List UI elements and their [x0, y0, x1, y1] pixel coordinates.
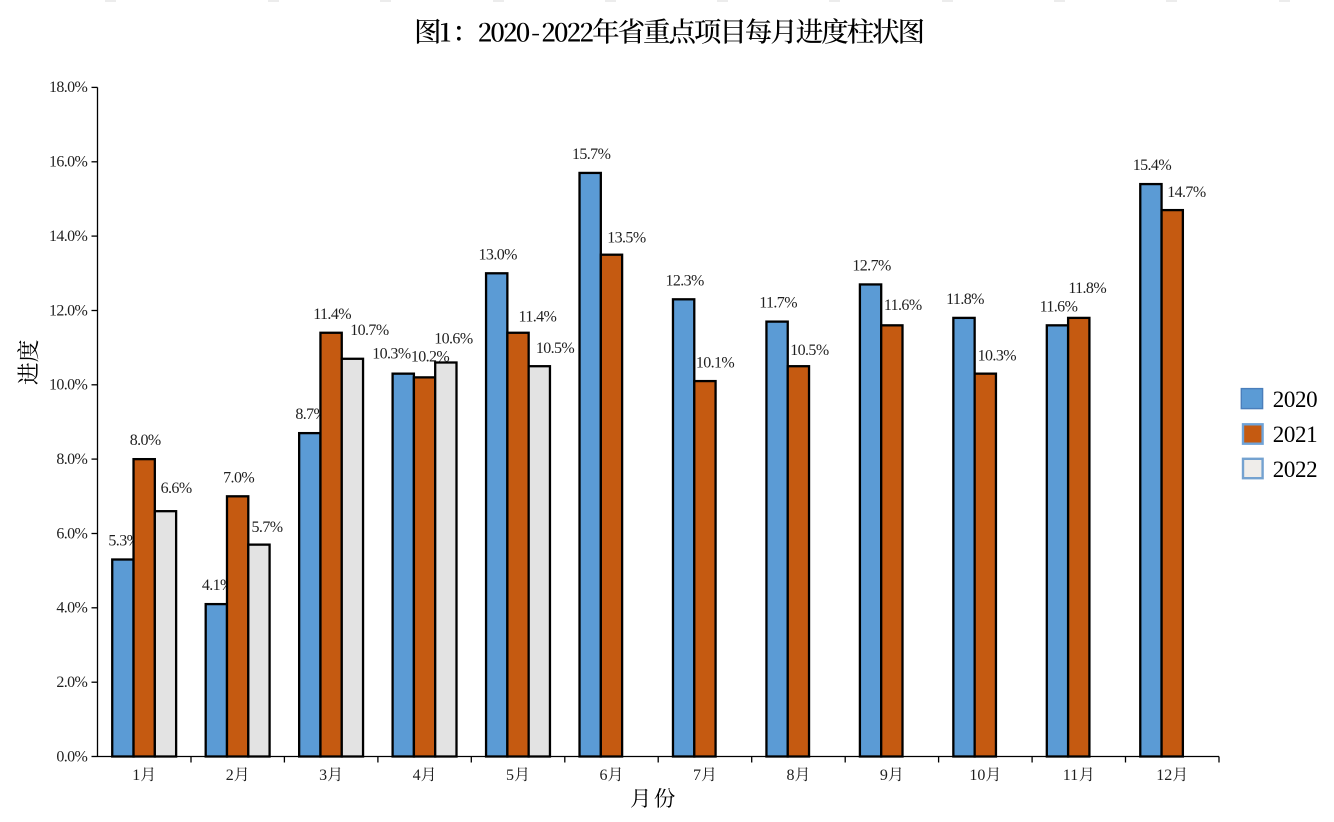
svg-text:8.0%: 8.0% [56, 451, 87, 468]
svg-text:15.7%: 15.7% [572, 146, 611, 163]
svg-text:10.3%: 10.3% [372, 346, 411, 363]
svg-text:11.6%: 11.6% [1040, 298, 1078, 315]
svg-text:4.0%: 4.0% [56, 600, 87, 617]
svg-text:14.7%: 14.7% [1167, 184, 1206, 201]
svg-text:6.6%: 6.6% [161, 480, 192, 497]
svg-text:8: 8 [786, 767, 794, 784]
svg-text:11.8%: 11.8% [946, 291, 984, 308]
svg-text:0.0%: 0.0% [56, 748, 87, 765]
svg-text:2020: 2020 [1273, 387, 1317, 412]
svg-text:11.8%: 11.8% [1068, 280, 1106, 297]
svg-text:7.0%: 7.0% [223, 469, 254, 486]
svg-text:2: 2 [226, 767, 234, 784]
svg-text:3: 3 [319, 767, 327, 784]
svg-text:7: 7 [693, 767, 701, 784]
svg-text:1: 1 [132, 767, 140, 784]
svg-text:4.1%: 4.1% [202, 577, 233, 594]
svg-text:10.7%: 10.7% [350, 322, 389, 339]
svg-text:4: 4 [413, 767, 421, 784]
svg-text:2.0%: 2.0% [56, 674, 87, 691]
svg-text:12.0%: 12.0% [49, 302, 88, 319]
svg-text:18.0%: 18.0% [49, 79, 88, 96]
svg-text:13.0%: 13.0% [479, 246, 518, 263]
svg-text:11.4%: 11.4% [313, 306, 351, 323]
svg-text:6: 6 [600, 767, 608, 784]
svg-text:10.5%: 10.5% [536, 340, 575, 357]
svg-text:16.0%: 16.0% [49, 154, 88, 171]
svg-text:8.7%: 8.7% [295, 406, 326, 423]
svg-text:11: 11 [1063, 767, 1078, 784]
svg-text:10.3%: 10.3% [978, 348, 1017, 365]
svg-text:13.5%: 13.5% [607, 229, 646, 246]
svg-text:6.0%: 6.0% [56, 525, 87, 542]
svg-text:9: 9 [880, 767, 888, 784]
svg-text:11.4%: 11.4% [519, 308, 557, 325]
svg-text:10.5%: 10.5% [790, 342, 829, 359]
svg-text:14.0%: 14.0% [49, 228, 88, 245]
svg-text:5: 5 [506, 767, 514, 784]
svg-text:5.7%: 5.7% [252, 519, 283, 536]
svg-text:2021: 2021 [1273, 422, 1317, 447]
svg-text:12.3%: 12.3% [665, 272, 704, 289]
svg-text:11.6%: 11.6% [884, 297, 922, 314]
svg-text:2022: 2022 [1273, 457, 1317, 482]
svg-text:10.6%: 10.6% [434, 330, 473, 347]
svg-text:12: 12 [1156, 767, 1172, 784]
svg-text:10.1%: 10.1% [696, 355, 735, 372]
svg-text:10.0%: 10.0% [49, 377, 88, 394]
svg-text:15.4%: 15.4% [1133, 157, 1172, 174]
svg-text:5.3%: 5.3% [108, 533, 139, 550]
svg-text:11.7%: 11.7% [759, 295, 797, 312]
svg-text:10: 10 [969, 767, 985, 784]
svg-text:8.0%: 8.0% [130, 432, 161, 449]
svg-text:12.7%: 12.7% [852, 257, 891, 274]
